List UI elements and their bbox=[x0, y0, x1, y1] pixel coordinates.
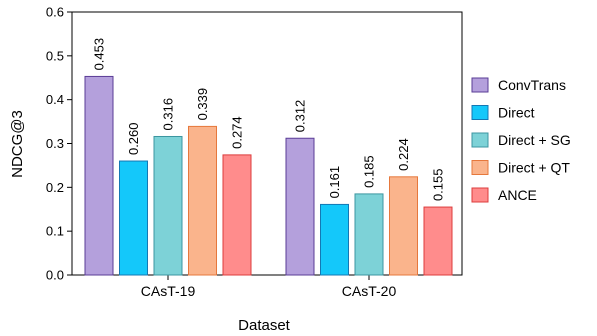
x-axis-title: Dataset bbox=[238, 317, 291, 334]
y-tick-label: 0.5 bbox=[46, 48, 64, 63]
y-axis: 0.0 0.1 0.2 0.3 0.4 0.5 0.6 bbox=[46, 5, 72, 283]
y-tick-label: 0.3 bbox=[46, 136, 64, 151]
legend-label: ANCE bbox=[498, 187, 537, 203]
legend-swatch-ance bbox=[471, 187, 489, 203]
x-tick-label: CAsT-20 bbox=[342, 283, 397, 299]
bar-convtrans-cast-19 bbox=[84, 75, 114, 276]
legend-label: Direct + QT bbox=[498, 160, 570, 176]
legend: ConvTrans Direct Direct + SG Direct + QT ANC… bbox=[471, 77, 571, 203]
data-label: 0.224 bbox=[396, 138, 411, 171]
bar-direct-sg-cast-20 bbox=[354, 193, 384, 276]
data-label: 0.260 bbox=[126, 122, 141, 155]
bar-direct-sg-cast-19 bbox=[153, 135, 183, 276]
y-tick-label: 0.0 bbox=[46, 268, 64, 283]
legend-label: ConvTrans bbox=[498, 77, 566, 93]
bar-direct-qt-cast-20 bbox=[389, 176, 418, 276]
bars: 0.453 0.260 0.316 0.339 0.274 0.312 0.161 0.185… bbox=[84, 38, 453, 276]
y-tick-label: 0.6 bbox=[46, 5, 64, 20]
data-label: 0.312 bbox=[293, 100, 308, 133]
legend-swatch-convtrans bbox=[471, 77, 489, 93]
data-label: 0.274 bbox=[230, 116, 245, 149]
data-label: 0.316 bbox=[161, 98, 176, 131]
bar-ance-cast-19 bbox=[222, 154, 252, 276]
legend-swatch-direct-sg bbox=[471, 132, 489, 148]
bar-direct-cast-19 bbox=[119, 160, 148, 276]
bar-ance-cast-20 bbox=[423, 206, 453, 276]
legend-label: Direct + SG bbox=[498, 132, 571, 148]
legend-swatch-direct bbox=[471, 105, 489, 120]
data-label: 0.339 bbox=[195, 88, 210, 121]
x-tick-label: CAsT-19 bbox=[141, 283, 196, 299]
data-label: 0.155 bbox=[431, 169, 446, 202]
legend-swatch-direct-qt bbox=[471, 160, 489, 175]
bar-direct-qt-cast-19 bbox=[188, 125, 217, 276]
data-label: 0.161 bbox=[327, 166, 342, 199]
bar-direct-cast-20 bbox=[320, 203, 349, 276]
bar-convtrans-cast-20 bbox=[285, 137, 315, 276]
y-tick-label: 0.1 bbox=[46, 224, 64, 239]
data-label: 0.453 bbox=[92, 38, 107, 71]
legend-label: Direct bbox=[498, 105, 535, 121]
y-axis-title: NDCG@3 bbox=[9, 110, 26, 178]
y-tick-label: 0.4 bbox=[46, 92, 64, 107]
x-axis: CAsT-19 CAsT-20 bbox=[141, 275, 397, 299]
data-label: 0.185 bbox=[362, 155, 377, 188]
y-tick-label: 0.2 bbox=[46, 180, 64, 195]
